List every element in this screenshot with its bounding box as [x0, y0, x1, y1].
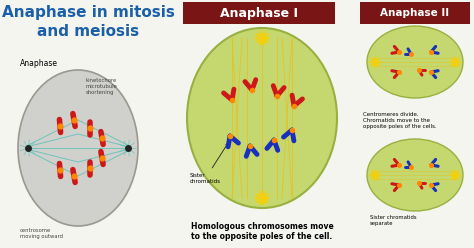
Text: Anaphase: Anaphase — [20, 59, 58, 68]
Text: Sister chromatids
separate: Sister chromatids separate — [370, 215, 417, 226]
Ellipse shape — [367, 26, 463, 98]
Ellipse shape — [187, 28, 337, 208]
Text: Homologous chromosomes move
to the opposite poles of the cell.: Homologous chromosomes move to the oppos… — [191, 222, 333, 241]
Ellipse shape — [18, 70, 138, 226]
Ellipse shape — [367, 139, 463, 211]
Text: Anaphase I: Anaphase I — [220, 6, 298, 20]
Text: centrosome
moving outward: centrosome moving outward — [20, 228, 63, 239]
Text: Anaphase in mitosis
and meiosis: Anaphase in mitosis and meiosis — [1, 5, 174, 39]
Text: kinetochore
microtubule
shortening: kinetochore microtubule shortening — [86, 78, 118, 94]
FancyBboxPatch shape — [183, 2, 335, 24]
Text: Centromeres divide.
Chromatids move to the
opposite poles of the cells.: Centromeres divide. Chromatids move to t… — [363, 112, 437, 129]
Text: Sister
chromatids: Sister chromatids — [190, 143, 228, 184]
Text: Anaphase II: Anaphase II — [381, 8, 449, 18]
FancyBboxPatch shape — [360, 2, 470, 24]
